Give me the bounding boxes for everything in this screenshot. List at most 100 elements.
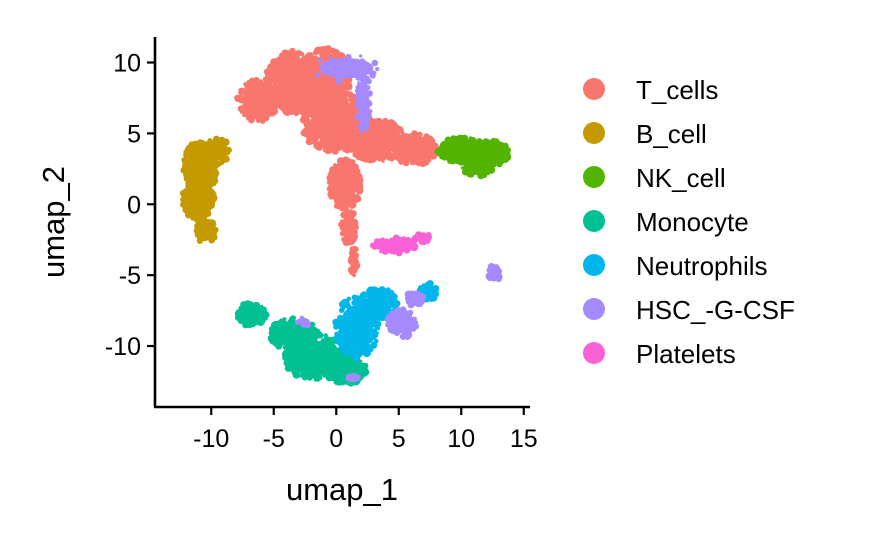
data-point — [354, 142, 358, 147]
data-point — [340, 346, 345, 350]
data-point — [304, 87, 308, 91]
data-point — [380, 153, 384, 157]
data-point — [280, 341, 285, 346]
data-point — [235, 309, 240, 314]
data-point — [350, 132, 356, 137]
data-point — [300, 52, 305, 57]
data-point — [210, 175, 214, 179]
data-point — [309, 140, 313, 145]
data-point — [265, 71, 272, 78]
data-point — [297, 63, 301, 68]
data-point — [190, 215, 196, 221]
data-point — [350, 231, 355, 236]
data-point — [341, 368, 347, 374]
data-point — [268, 331, 272, 335]
data-point — [351, 203, 356, 209]
data-point — [504, 152, 511, 159]
data-point — [248, 324, 252, 329]
data-point — [353, 198, 358, 204]
data-point — [205, 233, 211, 239]
data-point — [372, 121, 377, 126]
data-point — [490, 139, 497, 146]
data-point — [378, 309, 384, 315]
data-point — [301, 55, 309, 63]
data-point — [484, 151, 491, 158]
data-point — [304, 370, 310, 376]
data-point — [216, 149, 221, 155]
data-point — [335, 142, 342, 149]
data-point — [303, 121, 311, 129]
data-point — [351, 234, 358, 241]
data-point — [280, 52, 285, 56]
data-point — [362, 368, 370, 376]
data-point — [412, 295, 420, 303]
data-point — [259, 79, 264, 84]
data-point — [271, 101, 278, 108]
data-point — [353, 259, 360, 266]
data-point — [297, 334, 301, 339]
data-point — [267, 76, 273, 82]
data-point — [358, 301, 364, 307]
data-point — [348, 218, 353, 223]
data-point — [338, 381, 343, 386]
data-point — [183, 175, 188, 179]
data-point — [184, 157, 188, 161]
data-point — [337, 353, 341, 357]
data-point — [283, 85, 290, 92]
data-point — [279, 59, 284, 64]
data-point — [302, 350, 306, 355]
data-point — [333, 136, 341, 144]
data-point — [262, 102, 270, 110]
data-point — [380, 144, 384, 148]
data-point — [204, 191, 208, 195]
data-point — [413, 323, 418, 328]
data-point — [271, 321, 279, 328]
data-point — [360, 295, 364, 300]
data-point — [444, 152, 450, 159]
data-point — [307, 332, 315, 340]
data-point — [333, 203, 340, 209]
data-point — [211, 168, 219, 176]
data-point — [319, 86, 323, 91]
data-point — [413, 290, 420, 297]
data-point — [318, 359, 324, 365]
data-point — [369, 301, 376, 308]
data-point — [204, 227, 210, 233]
data-point — [367, 151, 374, 158]
data-point — [349, 246, 355, 252]
data-point — [207, 162, 211, 167]
data-point — [334, 180, 342, 188]
data-point — [405, 140, 410, 146]
data-point — [197, 213, 204, 220]
data-point — [313, 369, 318, 375]
data-point — [344, 148, 349, 153]
data-point — [336, 162, 344, 170]
data-point — [358, 154, 365, 161]
data-point — [323, 333, 328, 338]
data-point — [466, 140, 474, 149]
data-point — [282, 317, 287, 321]
data-point — [388, 138, 392, 142]
data-point — [208, 140, 213, 145]
data-point — [351, 300, 356, 305]
data-point — [323, 137, 328, 142]
data-point — [313, 49, 320, 56]
data-point — [204, 158, 208, 163]
data-point — [193, 149, 198, 153]
data-point — [290, 86, 296, 93]
data-point — [347, 136, 352, 141]
data-point — [299, 353, 305, 359]
data-point — [330, 92, 338, 99]
data-point — [269, 86, 276, 93]
data-point — [288, 60, 294, 66]
data-point — [455, 142, 462, 149]
series-4 — [332, 280, 440, 363]
data-point — [401, 328, 408, 335]
data-point — [395, 124, 400, 129]
data-point — [245, 86, 253, 94]
data-point — [415, 301, 421, 308]
data-point — [222, 138, 230, 146]
data-point — [291, 98, 298, 106]
series-1 — [179, 135, 232, 244]
data-point — [212, 139, 216, 143]
